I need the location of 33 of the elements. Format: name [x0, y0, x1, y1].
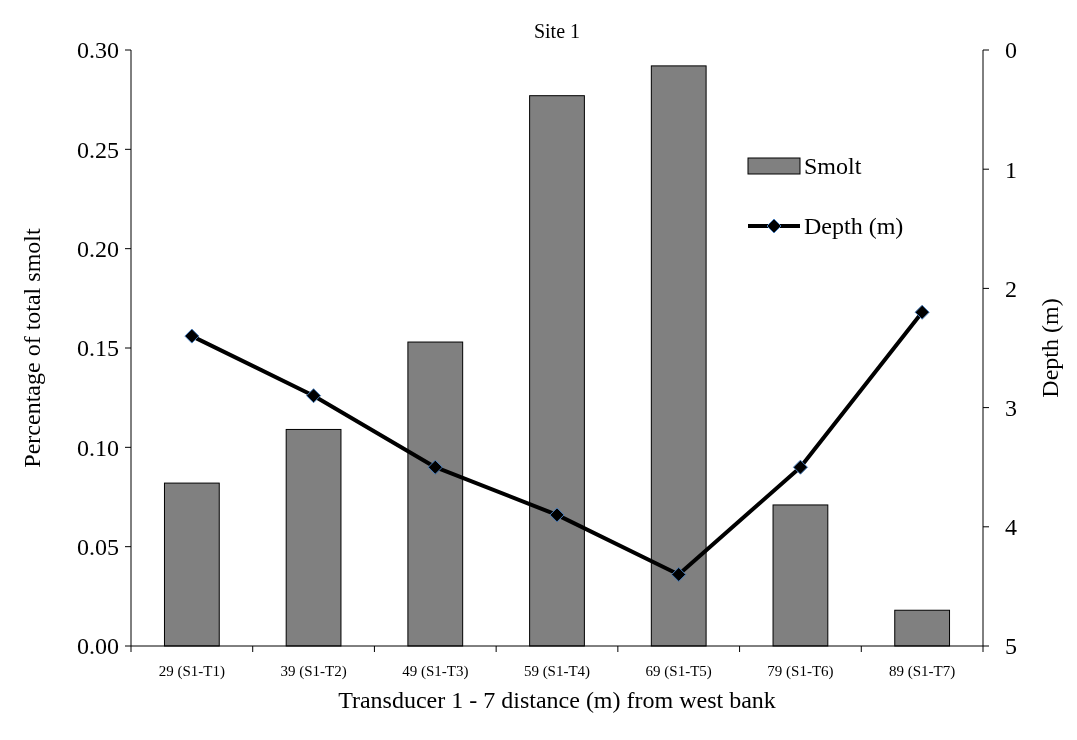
x-tick-label: 69 (S1-T5) [645, 663, 712, 680]
legend-label: Smolt [804, 153, 862, 180]
y2-tick-label: 2 [1005, 275, 1017, 302]
y-axis-title: Percentage of total smolt [19, 228, 45, 468]
point [427, 459, 443, 475]
x-tick-label: 29 (S1-T1) [158, 663, 225, 680]
point [792, 459, 808, 475]
y2-tick-label: 1 [1005, 156, 1017, 183]
point [549, 507, 565, 523]
y2-axis-title: Depth (m) [1037, 298, 1063, 398]
x-tick-label: 89 (S1-T7) [889, 663, 956, 680]
point [914, 304, 930, 320]
y2-tick-label: 3 [1005, 395, 1017, 421]
x-tick-label: 59 (S1-T4) [523, 663, 591, 680]
y2-tick-label: 0 [1005, 37, 1017, 64]
y-tick-label: 0.05 [77, 534, 119, 561]
x-tick-label: 79 (S1-T6) [767, 663, 834, 680]
y-tick-label: 0.10 [77, 434, 119, 461]
y2-tick-label: 4 [1005, 514, 1017, 541]
x-axis-title: Transducer 1 - 7 distance (m) from west bank [338, 687, 776, 713]
x-tick-label: 49 (S1-T3) [402, 663, 469, 680]
chart-title: Site 1 [533, 20, 581, 42]
point [184, 328, 200, 344]
y-tick-label: 0.15 [77, 335, 119, 362]
y-tick-label: 0.30 [77, 37, 119, 64]
y-tick-label: 0.00 [77, 633, 119, 660]
point [671, 566, 687, 582]
point [306, 388, 322, 404]
y-tick-label: 0.20 [77, 236, 119, 263]
x-tick-label: 39 (S1-T2) [280, 663, 347, 680]
y2-tick-label: 5 [1005, 633, 1017, 660]
legend-label: Depth (m) [804, 213, 904, 240]
y-tick-label: 0.25 [77, 136, 119, 163]
